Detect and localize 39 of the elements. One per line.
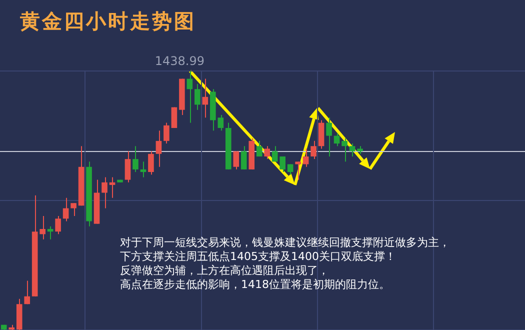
candlestick bbox=[256, 140, 262, 157]
candlestick bbox=[171, 106, 178, 128]
candlestick bbox=[156, 130, 162, 168]
candlestick bbox=[272, 146, 278, 162]
candlestick bbox=[295, 161, 301, 180]
annotation: 下方支撑关注周五低点1405支撑及1400关口双底支撑！ bbox=[120, 250, 397, 264]
annotation: 反弹做空为辅，上方在高位遇阻后出现了， bbox=[120, 264, 330, 278]
candlestick bbox=[24, 280, 30, 305]
candlestick bbox=[194, 83, 200, 110]
candlestick bbox=[109, 176, 116, 198]
candlestick bbox=[124, 150, 131, 183]
candlestick bbox=[287, 164, 294, 176]
candlestick bbox=[233, 150, 240, 170]
candlestick bbox=[148, 150, 154, 176]
candlestick bbox=[40, 216, 46, 240]
candlestick bbox=[186, 70, 193, 124]
candlestick bbox=[70, 202, 76, 217]
candlestick bbox=[302, 148, 309, 168]
candlestick bbox=[240, 146, 247, 170]
candlestick bbox=[264, 146, 270, 160]
candlestick bbox=[62, 197, 69, 222]
candlestick bbox=[55, 216, 61, 235]
candlestick bbox=[132, 146, 138, 173]
candlestick bbox=[310, 140, 316, 160]
candlestick bbox=[140, 161, 146, 178]
annotation: 高点在逐步走低的影响，1418位置将是初期的阻力位。 bbox=[120, 278, 391, 292]
candlestick bbox=[102, 176, 108, 209]
candlestick bbox=[342, 138, 348, 162]
candlestick bbox=[47, 226, 54, 240]
candlestick bbox=[202, 78, 208, 118]
chart-title: 黄金四小时走势图 bbox=[20, 8, 196, 35]
candlestick bbox=[280, 156, 286, 173]
annotation: 对于下周一短线交易来说，钱曼姝建议继续回撤支撑附近做多为主， bbox=[120, 236, 450, 250]
candlestick bbox=[334, 132, 340, 147]
candlestick bbox=[164, 122, 170, 144]
text: 1438.99 bbox=[154, 54, 204, 68]
candlestick bbox=[318, 120, 324, 150]
candlestick bbox=[349, 143, 356, 157]
candlestick bbox=[326, 117, 332, 157]
